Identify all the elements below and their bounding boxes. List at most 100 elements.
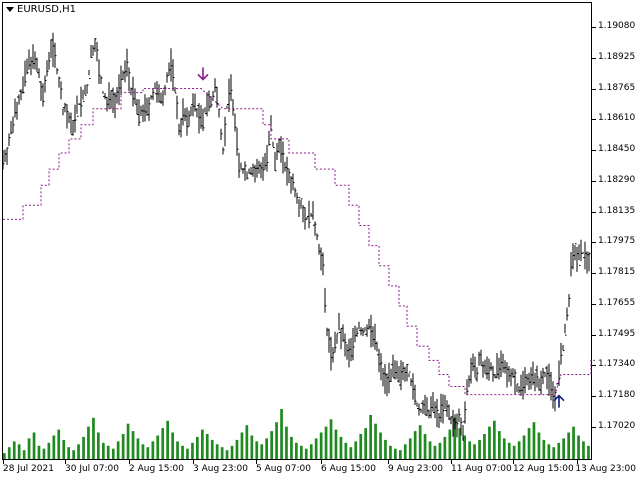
volume-bar: [191, 442, 194, 459]
volume-bar: [359, 434, 363, 459]
volume-bar: [567, 432, 570, 459]
volume-bar: [418, 425, 422, 459]
time-tick: [3, 460, 4, 464]
volume-bar: [215, 444, 219, 459]
volume-bar: [512, 445, 516, 459]
volume-bar: [121, 434, 125, 459]
price-tick: [592, 180, 596, 182]
volume-bar: [379, 432, 382, 459]
volume-bar: [106, 445, 110, 459]
time-label: 9 Aug 23:00: [388, 464, 443, 474]
volume-bar: [577, 435, 580, 459]
volume-bar: [324, 426, 328, 459]
volume-bar: [349, 447, 353, 459]
volume-bar: [201, 429, 204, 459]
volume-bar: [72, 450, 75, 459]
volume-bar: [399, 450, 402, 459]
volume-bar: [344, 442, 348, 459]
volume-bar: [413, 431, 417, 459]
volume-bar: [17, 444, 21, 459]
volume-bar: [52, 435, 56, 459]
volume-bar: [309, 444, 313, 459]
volume-bar: [319, 432, 323, 459]
time-label: 13 Aug 23:00: [575, 464, 636, 474]
price-label: 1.17495: [598, 328, 636, 339]
price-label: 1.17020: [598, 421, 636, 431]
volume-bar: [37, 445, 41, 459]
symbol-label[interactable]: EURUSD,H1: [6, 4, 76, 15]
plot-area[interactable]: [2, 2, 592, 460]
volume-bar: [502, 438, 506, 459]
volume-bar: [522, 435, 526, 459]
volume-bar: [483, 434, 486, 459]
volume-bar: [433, 445, 437, 459]
volume-bar: [82, 436, 85, 459]
volume-bar: [57, 429, 61, 459]
price-axis[interactable]: 1.19080 1.18925 1.18765 1.18610 1.18450 1.182…: [592, 0, 640, 462]
volume-bar: [562, 438, 565, 459]
time-label: 3 Aug 23:00: [193, 464, 248, 474]
price-label: 1.19080: [598, 21, 636, 31]
volume-bar: [532, 422, 536, 459]
volume-bar: [329, 419, 333, 459]
triangle-down-icon[interactable]: [6, 7, 14, 12]
volume-bar: [280, 409, 283, 459]
volume-bar: [403, 444, 407, 459]
price-tick: [592, 273, 596, 275]
volume-bar: [176, 441, 179, 459]
volume-bar: [478, 439, 481, 459]
time-tick: [577, 460, 578, 464]
volume-bar: [220, 447, 224, 459]
volume-bar: [448, 429, 452, 459]
volume-bar: [116, 441, 120, 459]
volume-bar: [146, 447, 150, 459]
volume-bar: [255, 441, 259, 459]
price-label: 1.17975: [598, 236, 636, 247]
arrow-up-icon: [553, 394, 565, 408]
price-label: 1.17340: [598, 359, 636, 370]
volume-bar: [186, 448, 189, 459]
time-axis[interactable]: 28 Jul 2021 30 Jul 07:00 2 Aug 15:00 3 Aug …: [0, 460, 636, 480]
volume-bar: [141, 444, 145, 459]
price-tick: [592, 88, 596, 90]
volume-bar: [126, 423, 130, 459]
volume-bar: [587, 445, 590, 459]
volume-bar: [265, 438, 268, 459]
volume-bar: [453, 417, 457, 459]
volume-bar: [473, 444, 476, 459]
volume-bar: [428, 441, 432, 459]
price-tick: [592, 150, 596, 152]
price-tick: [592, 119, 596, 121]
time-tick: [129, 460, 130, 464]
time-tick: [513, 460, 514, 464]
price-tick: [592, 242, 596, 244]
volume-bar: [517, 441, 521, 459]
price-tick: [592, 303, 596, 305]
volume-bar: [240, 432, 244, 459]
time-label: 11 Aug 07:00: [451, 464, 512, 474]
volume-bar: [77, 444, 80, 459]
volume-bar: [384, 439, 387, 459]
time-tick: [193, 460, 194, 464]
volume-bar: [339, 436, 343, 459]
volume-bar: [443, 436, 447, 459]
time-label: 2 Aug 15:00: [129, 464, 184, 474]
volume-bar: [3, 453, 6, 459]
volume-bar: [235, 439, 239, 459]
symbol-text: EURUSD,H1: [17, 4, 77, 15]
volume-bar: [92, 417, 95, 459]
volume-bar: [300, 445, 303, 459]
volume-bar: [205, 434, 209, 459]
volume-bar: [314, 438, 318, 459]
time-tick: [388, 460, 389, 464]
volume-bar: [42, 448, 46, 459]
price-label: 1.18290: [598, 174, 636, 185]
time-label: 5 Aug 07:00: [256, 464, 311, 474]
volume-bar: [12, 441, 16, 459]
price-label: 1.17815: [598, 267, 636, 278]
time-tick: [65, 460, 66, 464]
volume-bar: [27, 438, 31, 459]
price-label: 1.18765: [598, 82, 636, 93]
